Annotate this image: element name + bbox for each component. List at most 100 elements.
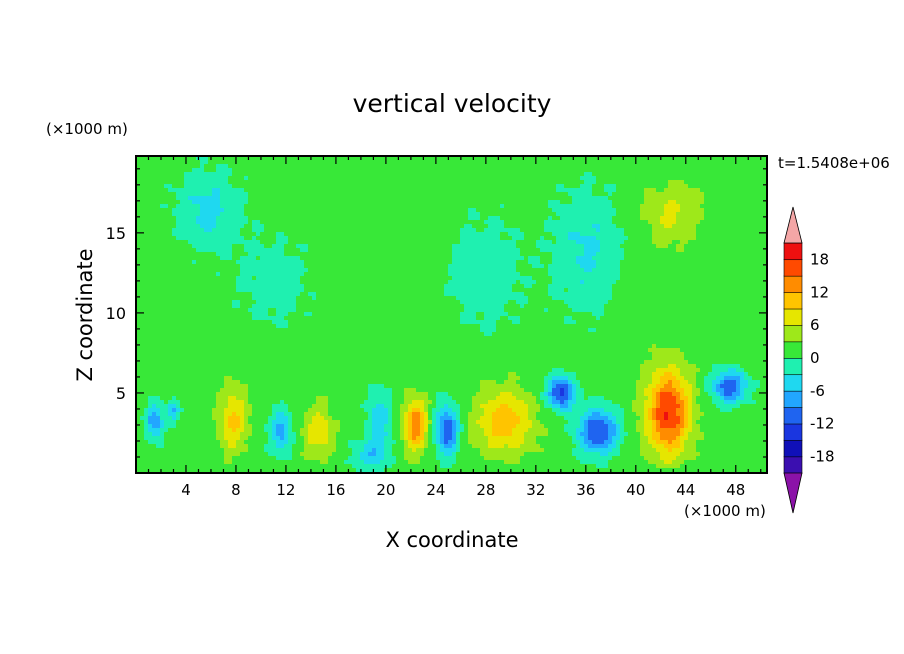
contour-cell <box>688 404 693 409</box>
contour-cell <box>408 440 413 445</box>
contour-cell <box>512 392 533 397</box>
contour-cell <box>168 400 181 405</box>
contour-cell <box>292 420 305 425</box>
contour-cell <box>612 204 641 209</box>
contour-cell <box>200 164 205 169</box>
contour-cell <box>404 416 409 421</box>
colorbar-bin <box>783 242 803 261</box>
contour-cell <box>252 228 265 233</box>
contour-cell <box>364 444 385 449</box>
contour-cell <box>308 436 329 441</box>
contour-cell <box>652 424 657 429</box>
x-tick-label: 20 <box>376 481 395 499</box>
contour-cell <box>384 404 393 409</box>
contour-cell <box>136 224 177 229</box>
contour-cell <box>236 288 305 293</box>
contour-cell <box>252 432 269 437</box>
contour-cell <box>136 340 768 345</box>
contour-cell <box>412 428 421 433</box>
contour-cell <box>572 308 605 313</box>
contour-cell <box>336 436 365 441</box>
contour-cell <box>144 420 149 425</box>
contour-cell <box>524 304 569 309</box>
contour-cell <box>360 456 385 461</box>
contour-cell <box>236 444 249 449</box>
contour-cell <box>744 372 749 377</box>
contour-cell <box>528 256 541 261</box>
contour-cell <box>136 188 169 193</box>
contour-cell <box>520 384 545 389</box>
contour-cell <box>680 432 685 437</box>
contour-cell <box>736 380 741 385</box>
contour-cell <box>372 412 389 417</box>
contour-cell <box>656 392 661 397</box>
colorbar-label: -12 <box>810 415 835 433</box>
contour-cell <box>620 272 768 277</box>
contour-cell <box>248 436 269 441</box>
contour-cell <box>468 412 485 417</box>
contour-cell <box>248 388 369 393</box>
contour-cell <box>300 292 309 297</box>
contour-cell <box>460 228 477 233</box>
contour-cell <box>684 408 689 413</box>
contour-cell <box>644 428 653 433</box>
contour-cell <box>316 412 321 417</box>
contour-cell <box>544 404 553 409</box>
contour-cell <box>708 392 717 397</box>
contour-cell <box>528 412 537 417</box>
contour-cell <box>328 424 341 429</box>
contour-cell <box>552 260 577 265</box>
contour-cell <box>196 220 217 225</box>
contour-cell <box>464 304 505 309</box>
contour-cell <box>248 176 581 181</box>
contour-cell <box>540 236 545 241</box>
contour-cell <box>544 308 549 313</box>
contour-cell <box>288 440 297 445</box>
contour-cell <box>608 300 768 305</box>
contour-cell <box>412 440 421 445</box>
contour-cell <box>552 384 557 389</box>
contour-cell <box>488 400 525 405</box>
contour-cell <box>288 408 309 413</box>
contour-cell <box>292 456 305 461</box>
contour-cell <box>180 416 213 421</box>
contour-cell <box>460 408 473 413</box>
contour-cell <box>424 416 429 421</box>
contour-cell <box>460 448 481 453</box>
contour-cell <box>444 284 513 289</box>
contour-cell <box>652 380 661 385</box>
contour-cell <box>572 452 601 457</box>
contour-cell <box>176 424 217 429</box>
contour-cell <box>668 244 677 249</box>
contour-cell <box>136 392 217 397</box>
contour-cell <box>456 428 461 433</box>
contour-cell <box>284 412 293 417</box>
contour-cell <box>652 232 697 237</box>
contour-cell <box>460 404 473 409</box>
contour-cell <box>584 420 589 425</box>
contour-cell <box>484 312 509 317</box>
contour-cell <box>624 252 768 257</box>
contour-cell <box>136 464 353 469</box>
contour-cell <box>240 380 481 385</box>
contour-cell <box>520 376 545 381</box>
contour-cell <box>276 428 285 433</box>
contour-cell <box>164 440 221 445</box>
contour-cell <box>240 420 245 425</box>
contour-cell <box>540 396 549 401</box>
contour-cell <box>444 292 525 297</box>
contour-cell <box>428 408 433 413</box>
contour-cell <box>328 432 337 437</box>
contour-cell <box>232 184 557 189</box>
contour-cell <box>592 224 601 229</box>
contour-cell <box>340 420 365 425</box>
contour-cell <box>692 424 701 429</box>
contour-cell <box>232 248 245 253</box>
contour-cell <box>220 188 245 193</box>
contour-cell <box>616 212 641 217</box>
contour-cell <box>664 412 669 417</box>
contour-cell <box>312 296 317 301</box>
contour-cell <box>552 276 621 281</box>
contour-cell <box>664 372 673 377</box>
contour-cell <box>364 400 393 405</box>
